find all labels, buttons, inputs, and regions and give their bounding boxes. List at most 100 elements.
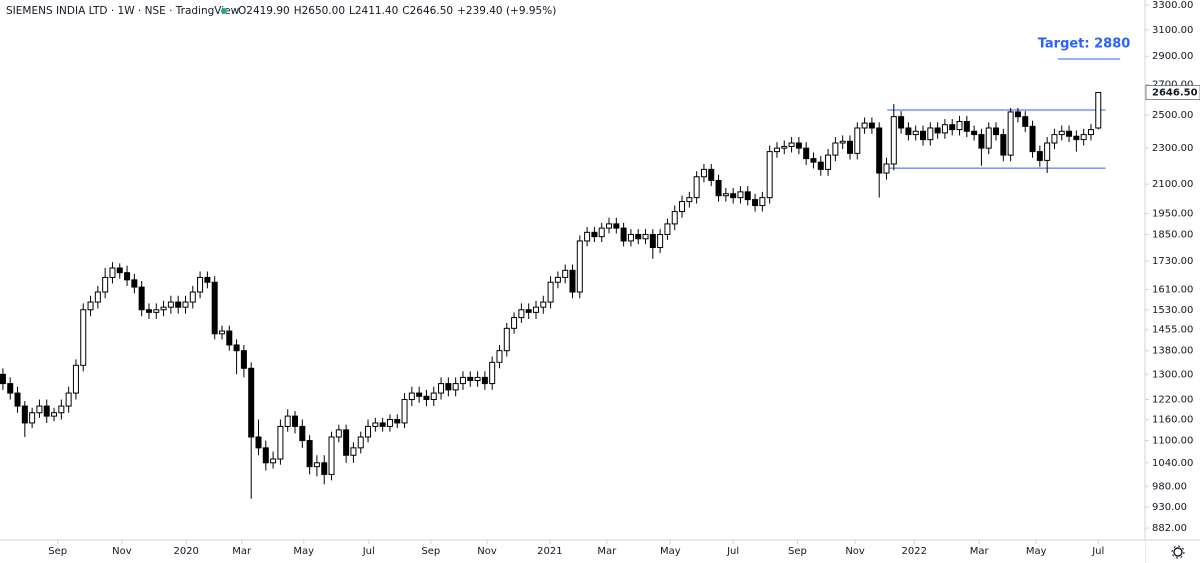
candle-body xyxy=(1080,134,1087,141)
candle-body xyxy=(80,309,87,366)
y-tick-label: 930.00 xyxy=(1152,502,1187,513)
candle-body xyxy=(87,301,94,311)
candle-body xyxy=(1051,134,1058,144)
candle-body xyxy=(1007,111,1014,156)
candle-body xyxy=(817,161,824,170)
x-tick-label: Sep xyxy=(788,546,807,557)
candle-body xyxy=(240,350,247,369)
candle-body xyxy=(759,197,766,207)
candle-body xyxy=(109,267,116,278)
y-tick-label: 1730.00 xyxy=(1152,256,1193,267)
candle-body xyxy=(810,158,817,163)
candle-body xyxy=(1044,142,1051,161)
candle-body xyxy=(430,392,437,401)
candle-body xyxy=(693,176,700,199)
candle-body xyxy=(591,231,598,238)
x-tick-label: Jul xyxy=(362,546,375,557)
candle-body xyxy=(262,447,269,464)
x-tick-label: Nov xyxy=(477,546,497,557)
candle-body xyxy=(686,197,693,203)
candle-body xyxy=(657,233,664,249)
candle-body xyxy=(744,191,751,201)
candle-body xyxy=(627,233,634,242)
candle-body xyxy=(664,223,671,235)
candle-body xyxy=(737,191,744,199)
candle-body xyxy=(0,373,6,385)
candle-body xyxy=(299,425,306,442)
ohlc-value: +239.40 (+9.95%) xyxy=(457,5,556,17)
candle-body xyxy=(854,127,861,154)
candle-body xyxy=(131,279,138,288)
x-tick-label: May xyxy=(660,546,681,557)
candle-body xyxy=(708,168,715,181)
candle-body xyxy=(598,227,605,238)
axes: 882.00 930.00 980.00 1040.00 1100.00 1160.00 1… xyxy=(48,0,1200,557)
candle-body xyxy=(452,383,459,391)
y-tick-label: 3100.00 xyxy=(1152,25,1193,36)
candle-body xyxy=(116,267,123,274)
y-tick-label: 1160.00 xyxy=(1152,415,1193,426)
candle-body xyxy=(65,392,72,407)
x-tick-label: 2022 xyxy=(902,546,927,557)
y-tick-label: 2500.00 xyxy=(1152,110,1193,121)
x-tick-label: 2021 xyxy=(537,546,562,557)
settings-icon[interactable] xyxy=(1171,545,1185,559)
target-annotation: Target: 2880 xyxy=(1038,37,1131,52)
candle-body xyxy=(941,124,948,134)
candle-body xyxy=(189,291,196,303)
candle-body xyxy=(14,392,21,407)
candle-body xyxy=(350,447,357,456)
candle-body xyxy=(306,440,313,468)
candle-body xyxy=(839,140,846,144)
candle-body xyxy=(43,405,50,417)
status-dot xyxy=(221,8,227,14)
candle-body xyxy=(635,233,642,240)
candle-body xyxy=(752,199,759,207)
candle-body xyxy=(7,383,14,394)
candle-body xyxy=(934,127,941,134)
candle-body xyxy=(569,269,576,293)
y-tick-label: 2900.00 xyxy=(1152,51,1193,62)
candle-body xyxy=(372,422,379,427)
symbol-title: SIEMENS INDIA LTD · 1W · NSE · TradingVi… xyxy=(6,5,240,17)
candle-body xyxy=(248,367,255,438)
candle-body xyxy=(532,306,539,313)
candle-body xyxy=(846,140,853,154)
candle-body xyxy=(233,344,240,352)
candle-body xyxy=(613,223,620,229)
candle-body xyxy=(343,429,350,456)
candle-body xyxy=(1000,134,1007,156)
candle-body xyxy=(401,399,408,424)
candle-body xyxy=(160,306,167,311)
candle-body xyxy=(540,301,547,308)
ohlc-value: C2646.50 xyxy=(402,5,453,17)
candle-body xyxy=(1066,130,1073,137)
last-price-box xyxy=(1145,85,1200,100)
candle-body xyxy=(175,301,182,308)
candle-body xyxy=(642,233,649,240)
x-tick-label: Nov xyxy=(845,546,865,557)
x-tick-label: Mar xyxy=(597,546,617,557)
ohlc-value: O2419.90 xyxy=(238,5,290,17)
header-bg xyxy=(0,0,470,20)
candle-body xyxy=(102,276,109,293)
candle-body xyxy=(963,120,970,132)
candle-body xyxy=(21,405,28,424)
candle-body xyxy=(386,419,393,427)
candle-body xyxy=(905,127,912,136)
candle-body xyxy=(1095,92,1102,129)
candle-body xyxy=(51,412,58,417)
candle-body xyxy=(620,227,627,242)
candle-body xyxy=(153,309,160,313)
candle-body xyxy=(1022,116,1029,127)
y-tick-label: 882.00 xyxy=(1152,523,1187,534)
y-tick-label: 1610.00 xyxy=(1152,285,1193,296)
candle-body xyxy=(554,276,561,283)
candle-body xyxy=(124,272,131,281)
candle-body xyxy=(679,201,686,213)
candle-body xyxy=(576,240,583,293)
x-tick-label: Mar xyxy=(232,546,252,557)
